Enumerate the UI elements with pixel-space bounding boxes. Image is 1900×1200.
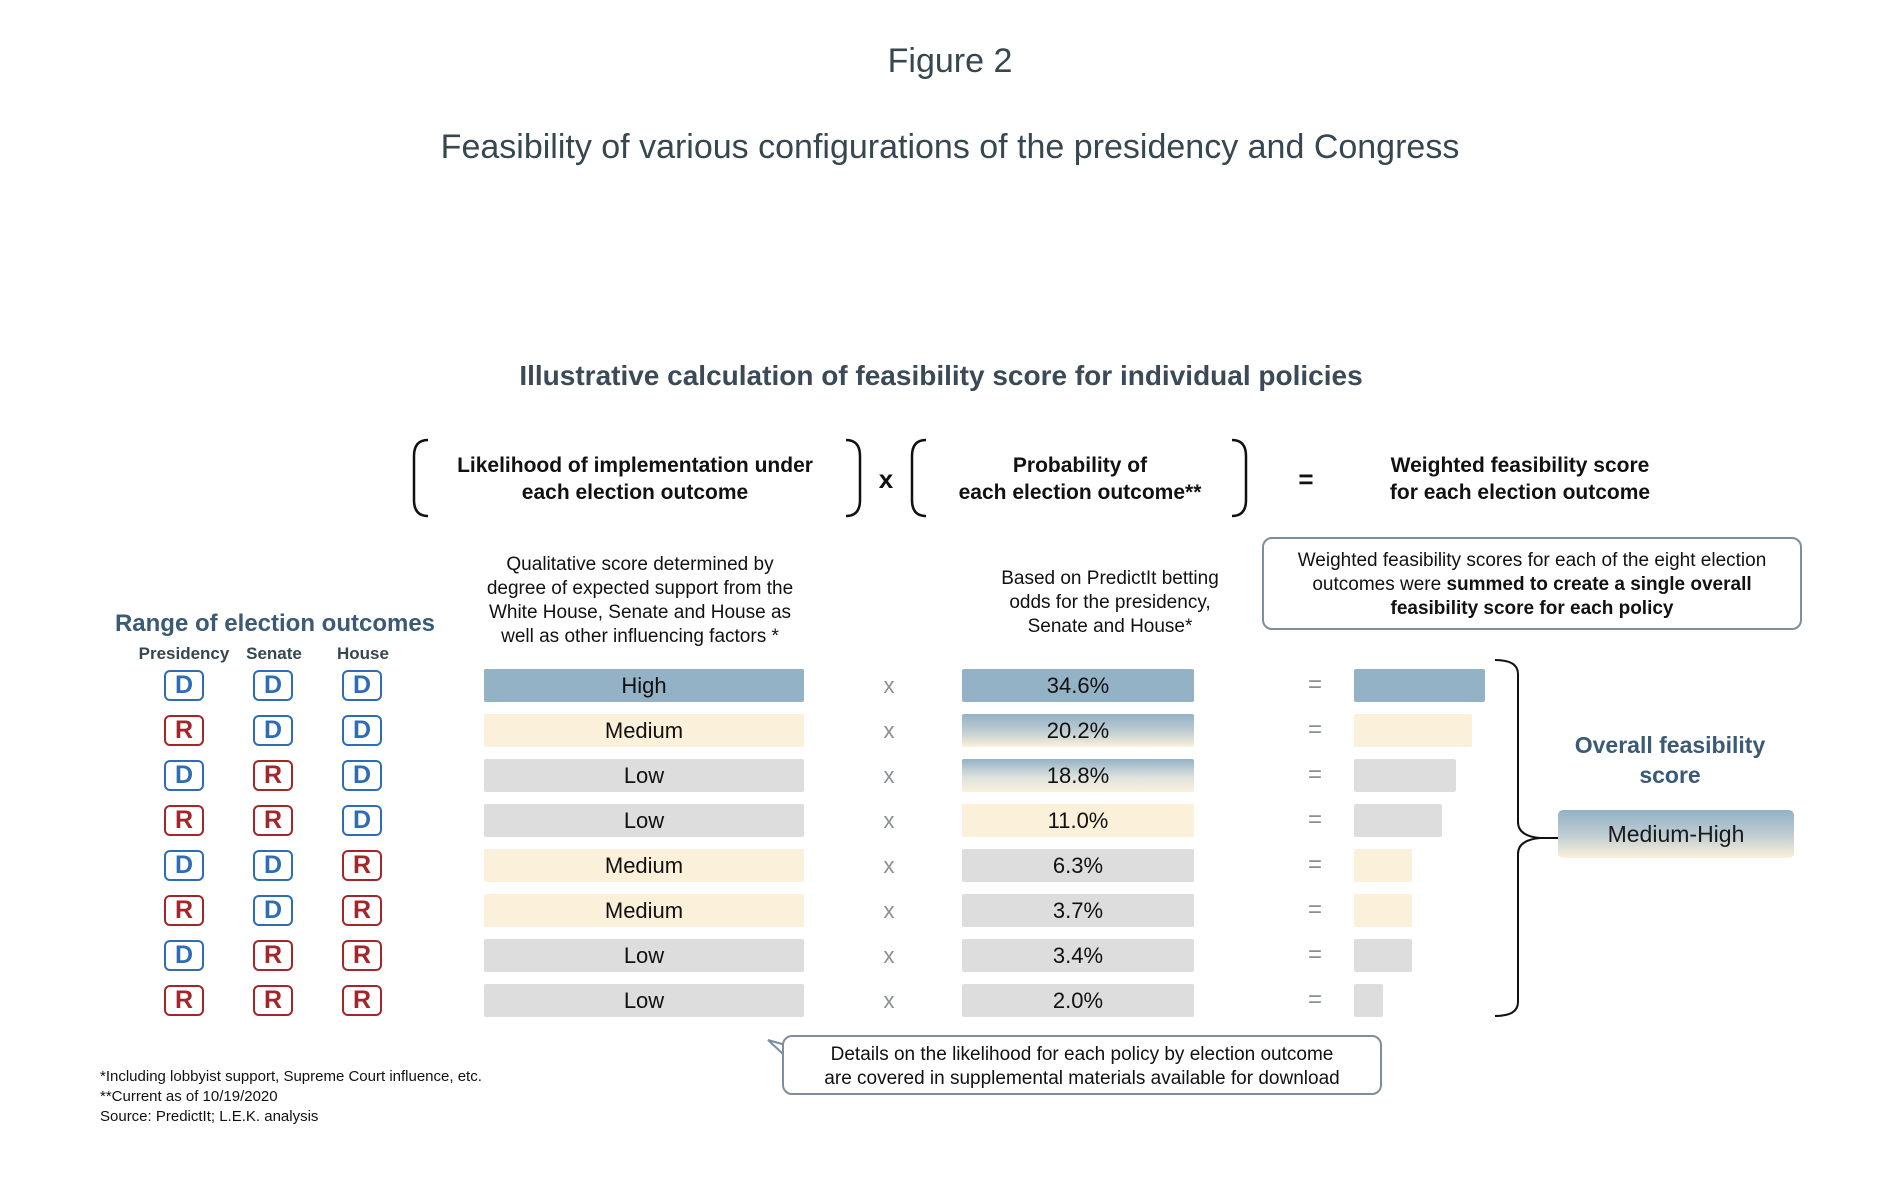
weighted-score-bar [1354,804,1442,837]
column-header-house: House [337,644,389,663]
probability-description: Based on PredictIt betting odds for the … [1001,568,1219,637]
likelihood-bar: High [484,669,804,702]
times-operator: x [883,718,895,743]
equals-operator: = [1307,716,1322,743]
weighted-score-bar [1354,759,1456,792]
likelihood-bar: Low [484,759,804,792]
presidency-badge: R [164,895,204,926]
overall-score-title: Overall feasibility score [1574,732,1766,788]
likelihood-bar: Medium [484,894,804,927]
formula-result: Weighted feasibility score for each elect… [1389,454,1651,504]
presidency-badge: R [164,715,204,746]
probability-bar: 3.4% [962,939,1194,972]
likelihood-description: Qualitative score determined by degree o… [486,554,794,647]
equals-operator: = [1307,941,1322,968]
times-operator: x [883,808,895,833]
times-operator: x [883,898,895,923]
probability-bar: 11.0% [962,804,1194,837]
senate-badge: R [253,805,293,836]
house-badge: R [342,895,382,926]
probability-bar: 2.0% [962,984,1194,1017]
senate-badge: R [253,760,293,791]
weighted-score-bar [1354,894,1412,927]
times-operator: x [883,763,895,788]
probability-bar: 6.3% [962,849,1194,882]
house-badge: D [342,670,382,701]
column-header-senate: Senate [246,644,302,663]
formula-likelihood: Likelihood of implementation under each e… [457,454,813,504]
senate-badge: D [253,670,293,701]
senate-badge: R [253,940,293,971]
house-badge: D [342,805,382,836]
figure-label: Figure 2 [887,42,1013,80]
presidency-badge: R [164,985,204,1016]
equals-operator: = [1307,851,1322,878]
presidency-badge: R [164,805,204,836]
senate-badge: R [253,985,293,1016]
weighted-score-bar [1354,669,1485,702]
presidency-badge: D [164,760,204,791]
weighted-score-bar [1354,939,1412,972]
probability-bar: 3.7% [962,894,1194,927]
diagram-title: Illustrative calculation of feasibility … [519,360,1363,391]
likelihood-bar: Low [484,984,804,1017]
probability-bar: 20.2% [962,714,1194,747]
paren-right-2 [1231,438,1248,518]
presidency-badge: D [164,940,204,971]
weighted-score-bar [1354,849,1412,882]
column-header-presidency: Presidency [138,644,230,663]
times-operator: x [883,988,895,1013]
weighted-score-bar [1354,984,1383,1017]
paren-left-1 [412,438,429,518]
equals-operator: = [1307,896,1322,923]
likelihood-bar: Medium [484,849,804,882]
weighted-callout: Weighted feasibility scores for each of … [1262,537,1802,630]
senate-badge: D [253,715,293,746]
footnote-date: **Current as of 10/19/2020 [100,1088,278,1105]
equals-operator: = [1307,671,1322,698]
formula-probability: Probability of each election outcome** [958,454,1202,504]
house-badge: R [342,940,382,971]
times-operator: x [883,943,895,968]
paren-left-2 [910,438,927,518]
likelihood-bar: Low [484,804,804,837]
senate-badge: D [253,895,293,926]
probability-bar: 18.8% [962,759,1194,792]
likelihood-bar: Low [484,939,804,972]
times-operator: x [883,673,895,698]
formula-equals-operator: = [1298,464,1314,494]
equals-operator: = [1307,761,1322,788]
senate-badge: D [253,850,293,881]
equals-operator: = [1307,986,1322,1013]
formula-times-operator: x [878,464,894,494]
weighted-score-bar [1354,714,1472,747]
details-callout: Details on the likelihood for each polic… [782,1035,1382,1095]
overall-score-value: Medium-High [1558,810,1794,858]
figure-title: Feasibility of various configurations of… [440,128,1460,166]
presidency-badge: D [164,670,204,701]
house-badge: R [342,985,382,1016]
times-operator: x [883,853,895,878]
range-title: Range of election outcomes [114,610,436,637]
paren-right-1 [845,438,862,518]
presidency-badge: D [164,850,204,881]
sum-bracket [1494,659,1541,1017]
equals-operator: = [1307,806,1322,833]
house-badge: D [342,760,382,791]
footnote-source: Source: PredictIt; L.E.K. analysis [100,1108,319,1125]
footnote-lobbyist: *Including lobbyist support, Supreme Cou… [100,1068,482,1085]
likelihood-bar: Medium [484,714,804,747]
house-badge: D [342,715,382,746]
probability-bar: 34.6% [962,669,1194,702]
house-badge: R [342,850,382,881]
